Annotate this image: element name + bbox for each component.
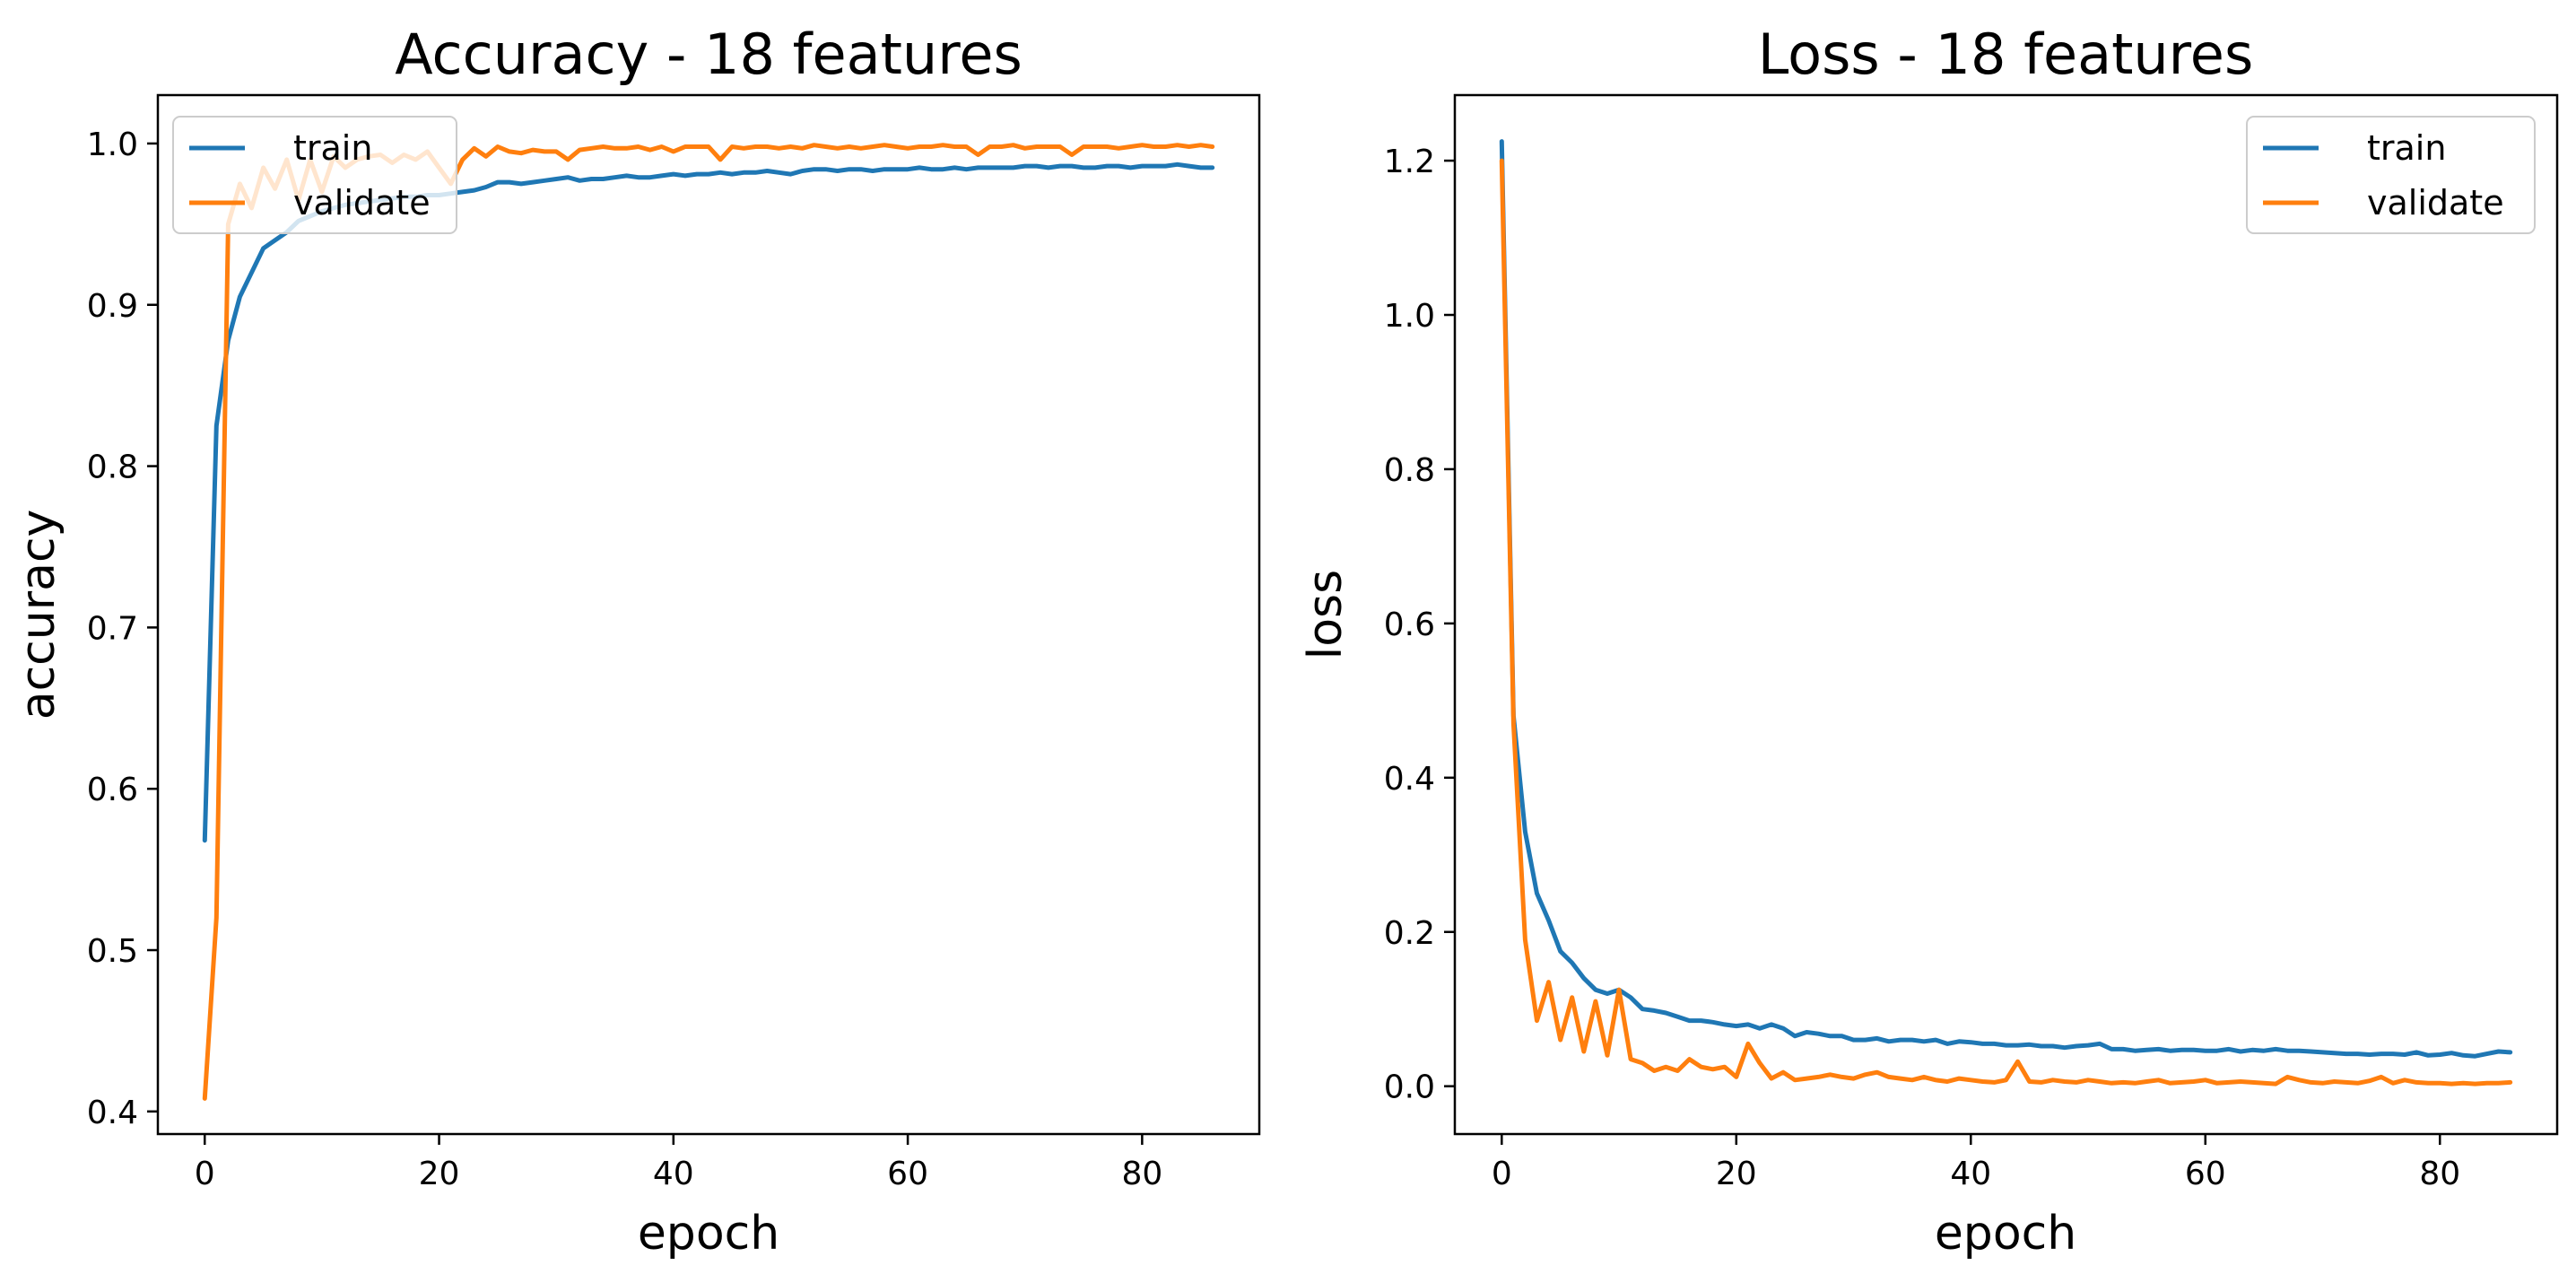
accuracy-x-axis-label: epoch <box>638 1207 779 1261</box>
loss-y-axis: 0.0 0.2 0.4 0.6 0.8 1.0 1.2 <box>1384 144 1455 1106</box>
loss-y-tick-label: 0.8 <box>1384 452 1435 489</box>
loss-y-tick-label: 1.2 <box>1384 144 1435 180</box>
loss-chart-title: Loss - 18 features <box>1758 22 2254 87</box>
accuracy-x-axis: 0 20 40 60 80 <box>195 1134 1162 1192</box>
loss-series-train-line <box>1499 139 2513 1059</box>
loss-y-tick-label: 0.2 <box>1384 915 1435 952</box>
accuracy-y-tick-label: 0.9 <box>87 288 138 325</box>
loss-x-tick-label: 60 <box>2185 1156 2226 1192</box>
loss-x-tick-label: 0 <box>1492 1156 1512 1192</box>
accuracy-plot-area <box>202 143 1215 1101</box>
accuracy-x-tick-label: 80 <box>1121 1156 1162 1192</box>
accuracy-legend-train-label: train <box>293 128 372 168</box>
loss-plot-area <box>1499 139 2513 1086</box>
accuracy-y-tick-label: 0.7 <box>87 610 138 647</box>
loss-y-axis-label: loss <box>1299 570 1353 659</box>
loss-legend-box <box>2246 116 2536 234</box>
accuracy-y-tick-label: 0.5 <box>87 933 138 970</box>
loss-axes-frame <box>1453 93 2559 1136</box>
accuracy-x-tick-label: 20 <box>419 1156 460 1192</box>
accuracy-x-tick-label: 60 <box>887 1156 928 1192</box>
accuracy-x-tick-label: 40 <box>653 1156 694 1192</box>
loss-x-tick-label: 80 <box>2419 1156 2460 1192</box>
accuracy-y-tick-label: 0.6 <box>87 772 138 808</box>
loss-legend-validate-label: validate <box>2367 183 2504 223</box>
loss-x-tick-label: 40 <box>1950 1156 1991 1192</box>
loss-legend-train-label: train <box>2367 128 2446 168</box>
accuracy-series-train-line <box>202 161 1215 843</box>
loss-x-axis: 0 20 40 60 80 <box>1492 1134 2460 1192</box>
accuracy-y-tick-label: 0.4 <box>87 1095 138 1131</box>
accuracy-y-axis: 0.4 0.5 0.6 0.7 0.8 0.9 1.0 <box>87 127 158 1131</box>
loss-y-tick-label: 1.0 <box>1384 298 1435 335</box>
accuracy-chart-title: Accuracy - 18 features <box>395 22 1023 87</box>
accuracy-legend-validate-label: validate <box>293 183 431 223</box>
accuracy-y-tick-label: 1.0 <box>87 127 138 163</box>
accuracy-legend: train validate <box>172 116 457 234</box>
loss-legend: train validate <box>2246 116 2536 234</box>
accuracy-x-tick-label: 0 <box>195 1156 215 1192</box>
loss-chart: Loss - 18 features 0 20 40 60 80 0.00.20.40.… <box>1299 22 2559 1261</box>
loss-x-axis-label: epoch <box>1935 1207 2076 1261</box>
accuracy-series-validate-line <box>202 143 1215 1101</box>
loss-x-tick-label: 20 <box>1716 1156 1757 1192</box>
accuracy-axes-frame <box>156 93 1261 1136</box>
loss-y-tick-label: 0.4 <box>1384 761 1435 798</box>
accuracy-chart: Accuracy - 18 features 0 20 40 60 80 0.40.50… <box>12 22 1261 1261</box>
accuracy-y-tick-label: 0.8 <box>87 449 138 486</box>
loss-series-validate-line <box>1499 158 2513 1086</box>
loss-y-tick-label: 0.6 <box>1384 606 1435 643</box>
accuracy-y-axis-label: accuracy <box>12 510 65 720</box>
loss-y-tick-label: 0.0 <box>1384 1069 1435 1106</box>
